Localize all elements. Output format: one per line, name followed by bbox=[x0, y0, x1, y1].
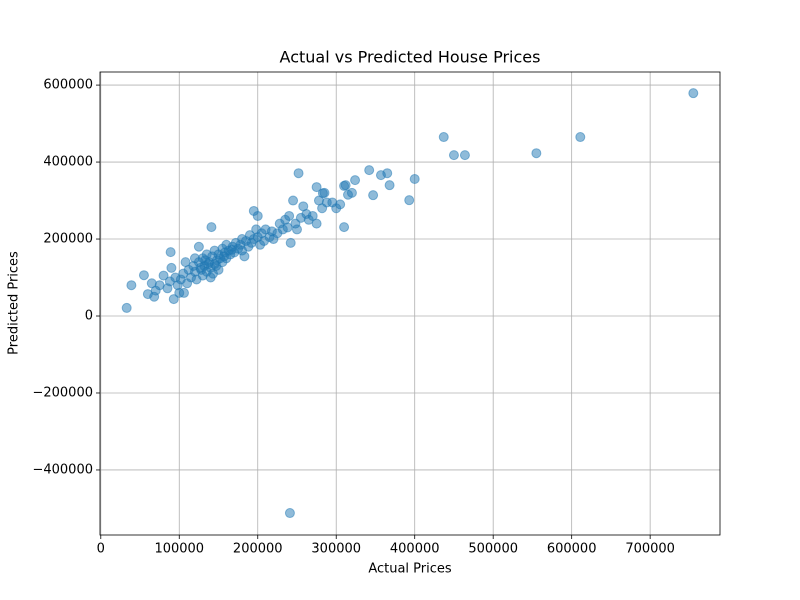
point bbox=[311, 182, 322, 193]
point bbox=[438, 132, 449, 143]
point bbox=[239, 251, 250, 262]
point bbox=[158, 270, 169, 281]
point bbox=[189, 253, 200, 264]
x-tick-label: 400000 bbox=[390, 542, 440, 557]
point bbox=[121, 302, 132, 313]
point bbox=[340, 180, 351, 191]
point bbox=[284, 508, 295, 519]
point bbox=[165, 247, 176, 258]
point bbox=[346, 187, 357, 198]
plot-frame bbox=[99, 71, 721, 536]
point bbox=[293, 168, 304, 179]
point bbox=[168, 294, 179, 305]
point bbox=[364, 165, 375, 176]
point bbox=[575, 132, 586, 143]
point bbox=[174, 287, 185, 298]
point bbox=[319, 187, 330, 198]
x-tick-label: 700000 bbox=[625, 542, 675, 557]
chart-title: Actual vs Predicted House Prices bbox=[280, 48, 541, 67]
point bbox=[384, 180, 395, 191]
x-tick-label: 300000 bbox=[311, 542, 361, 557]
y-tick-label: −400000 bbox=[32, 462, 93, 477]
y-tick-label: 600000 bbox=[43, 78, 93, 93]
point bbox=[126, 280, 137, 291]
point bbox=[206, 222, 217, 233]
point bbox=[311, 218, 322, 229]
x-tick-label: 500000 bbox=[468, 542, 518, 557]
point bbox=[203, 259, 214, 270]
point bbox=[284, 210, 295, 221]
point bbox=[375, 170, 386, 181]
point bbox=[448, 150, 459, 161]
y-tick-label: 400000 bbox=[43, 155, 93, 170]
point bbox=[404, 195, 415, 206]
point bbox=[335, 199, 346, 210]
point bbox=[339, 222, 350, 233]
x-tick-label: 200000 bbox=[233, 542, 283, 557]
x-tick-label: 0 bbox=[97, 542, 105, 557]
x-tick-label: 100000 bbox=[154, 542, 204, 557]
point bbox=[688, 88, 699, 99]
y-tick-label: 200000 bbox=[43, 232, 93, 247]
point bbox=[350, 175, 361, 186]
point bbox=[531, 148, 542, 159]
y-tick-label: −200000 bbox=[32, 385, 93, 400]
point bbox=[208, 268, 219, 279]
y-axis-label: Predicted Prices bbox=[7, 251, 22, 355]
point bbox=[307, 210, 318, 221]
point bbox=[195, 262, 206, 273]
point bbox=[291, 224, 302, 235]
point bbox=[226, 244, 237, 255]
point bbox=[282, 222, 293, 233]
y-tick-label: 0 bbox=[85, 309, 93, 324]
point bbox=[288, 195, 299, 206]
point bbox=[193, 241, 204, 252]
x-tick-label: 600000 bbox=[547, 542, 597, 557]
point bbox=[219, 251, 229, 262]
point bbox=[166, 262, 177, 273]
point bbox=[368, 190, 379, 201]
x-axis-label: Actual Prices bbox=[368, 562, 452, 577]
point bbox=[138, 270, 149, 281]
point bbox=[459, 150, 470, 161]
point bbox=[409, 173, 420, 184]
point bbox=[285, 237, 296, 248]
point bbox=[252, 210, 263, 221]
